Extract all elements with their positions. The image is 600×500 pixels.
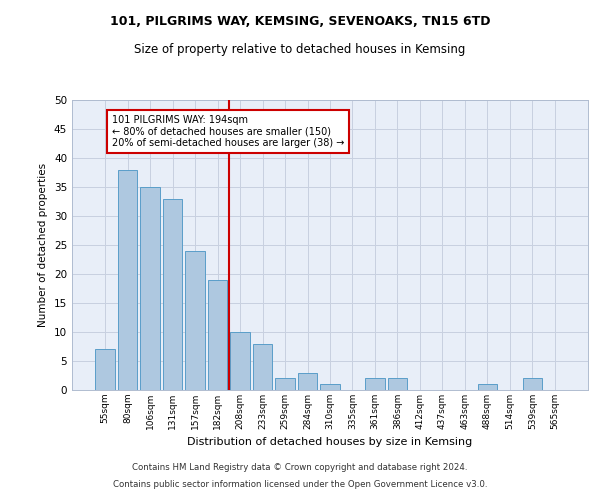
Bar (118, 170, 137, 390)
Bar (253, 344, 272, 390)
Bar (365, 378, 385, 390)
Bar (163, 198, 182, 390)
Bar (478, 384, 497, 390)
Bar (140, 187, 160, 390)
Bar (230, 332, 250, 390)
Y-axis label: Number of detached properties: Number of detached properties (38, 163, 49, 327)
Bar (185, 251, 205, 390)
Bar (208, 280, 227, 390)
Text: 101 PILGRIMS WAY: 194sqm
← 80% of detached houses are smaller (150)
20% of semi-: 101 PILGRIMS WAY: 194sqm ← 80% of detach… (112, 114, 344, 148)
Text: 101, PILGRIMS WAY, KEMSING, SEVENOAKS, TN15 6TD: 101, PILGRIMS WAY, KEMSING, SEVENOAKS, T… (110, 15, 490, 28)
Bar (298, 372, 317, 390)
Text: Contains public sector information licensed under the Open Government Licence v3: Contains public sector information licen… (113, 480, 487, 489)
Text: Contains HM Land Registry data © Crown copyright and database right 2024.: Contains HM Land Registry data © Crown c… (132, 464, 468, 472)
Text: Size of property relative to detached houses in Kemsing: Size of property relative to detached ho… (134, 42, 466, 56)
Bar (523, 378, 542, 390)
Bar (320, 384, 340, 390)
Bar (95, 350, 115, 390)
X-axis label: Distribution of detached houses by size in Kemsing: Distribution of detached houses by size … (187, 438, 473, 448)
Bar (388, 378, 407, 390)
Bar (275, 378, 295, 390)
